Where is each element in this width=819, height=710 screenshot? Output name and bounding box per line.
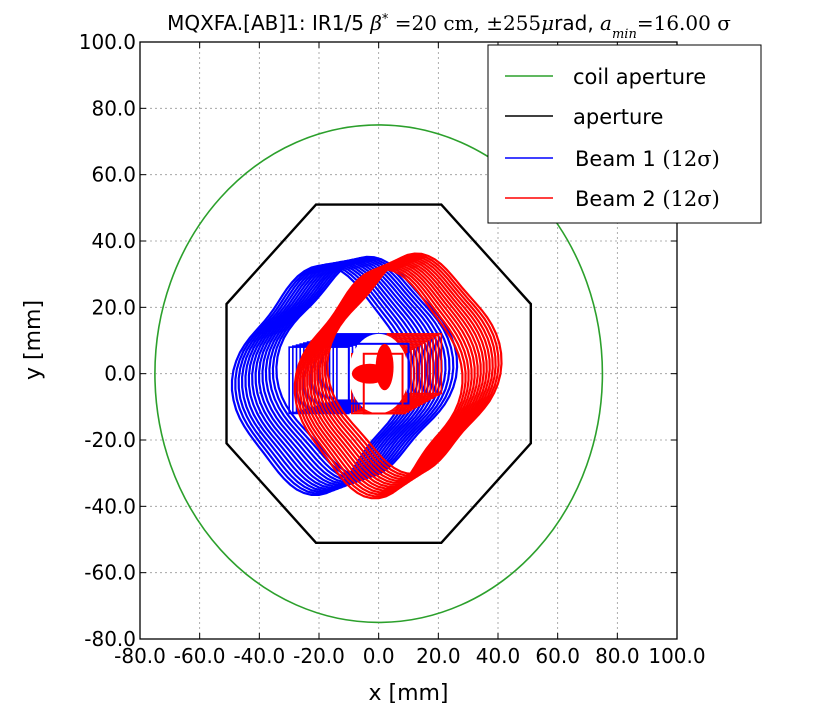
beam1-contour — [257, 259, 439, 485]
beam2-contour — [321, 254, 497, 479]
plot-area — [154, 124, 604, 624]
beam2-contour — [318, 256, 494, 481]
beam2-contour — [308, 261, 482, 488]
x-axis-label: x [mm] — [368, 681, 448, 706]
beam2-contour — [316, 257, 491, 483]
title-prefix: MQXFA.[AB]1: IR1/5 — [167, 11, 370, 35]
y-axis-label: y [mm] — [21, 300, 46, 380]
series-group — [154, 124, 604, 624]
legend-label-beam2: Beam 2 (12σ) — [575, 187, 720, 211]
title-amin-sub: min — [612, 27, 637, 42]
coil-aperture-circle — [154, 124, 604, 624]
legend-beam1-main: Beam 1 — [575, 147, 662, 171]
beam1-contour — [264, 258, 447, 483]
y-tick-label: 20.0 — [91, 295, 136, 319]
y-tick-label: -80.0 — [84, 627, 136, 651]
beam2-contour — [306, 262, 479, 490]
beam2-contour — [303, 263, 476, 492]
legend-beam2-math: (12σ) — [662, 187, 719, 211]
x-tick-label: -40.0 — [233, 644, 285, 668]
legend-beam1-math: (12σ) — [662, 147, 719, 171]
beam1-core-box — [347, 342, 410, 405]
beam1-contour — [261, 258, 443, 484]
x-tick-label: 20.0 — [416, 644, 461, 668]
x-tick-label: 80.0 — [595, 644, 640, 668]
title-beta: β — [369, 11, 382, 35]
y-tick-label: -40.0 — [84, 494, 136, 518]
title-rad: rad, — [554, 11, 600, 35]
chart-title: MQXFA.[AB]1: IR1/5 β* =20 cm, ±255μrad, … — [167, 11, 731, 42]
y-tick-label: 100.0 — [79, 30, 136, 54]
x-tick-label: 40.0 — [476, 644, 521, 668]
title-amin-value: =16.00 σ — [637, 11, 731, 35]
x-tick-label: 60.0 — [535, 644, 580, 668]
beam2-contour — [326, 252, 503, 476]
title-mu: μ — [541, 11, 554, 35]
legend-box — [487, 44, 762, 224]
title-crossing: ±255 — [486, 11, 541, 35]
beam1-contour — [271, 256, 455, 480]
y-tick-label: 80.0 — [91, 96, 136, 120]
y-tick-label: -20.0 — [84, 428, 136, 452]
beam2-contour — [298, 265, 470, 496]
legend-label-coil: coil aperture — [573, 65, 706, 89]
x-tick-label: -80.0 — [114, 644, 166, 668]
x-tick-label: 0.0 — [363, 644, 395, 668]
legend-label-aperture: aperture — [573, 105, 663, 129]
beam2-core-blob-v — [375, 343, 394, 391]
beam2-contour — [296, 266, 467, 498]
title-beta-sup: * — [382, 12, 389, 27]
y-tick-label: 0.0 — [104, 362, 136, 386]
axis-ticks: -80.0 -60.0 -40.0 -20.0 0.0 20.0 40.0 60.0 80.0 1… — [79, 30, 706, 668]
beam2-contour — [301, 264, 473, 494]
aperture-octagon — [225, 203, 533, 545]
legend-beam2-main: Beam 2 — [575, 187, 662, 211]
x-tick-label: -20.0 — [293, 644, 345, 668]
beam2-contour — [323, 253, 500, 477]
beam2-contour — [311, 259, 485, 486]
y-tick-label: 40.0 — [91, 229, 136, 253]
title-amin: a — [600, 11, 612, 35]
y-tick-label: 60.0 — [91, 163, 136, 187]
title-beta-value: =20 cm, — [388, 11, 486, 35]
beam2-contour — [293, 267, 464, 500]
axes-frame — [139, 41, 678, 640]
x-tick-label: -60.0 — [174, 644, 226, 668]
y-tick-label: -60.0 — [84, 561, 136, 585]
beam2-contour — [313, 258, 488, 485]
legend: coil aperture aperture Beam 1 (12σ) Beam… — [487, 44, 762, 224]
beam1-contour — [268, 257, 451, 481]
legend-label-beam1: Beam 1 (12σ) — [575, 147, 720, 171]
x-tick-label: 100.0 — [648, 644, 705, 668]
